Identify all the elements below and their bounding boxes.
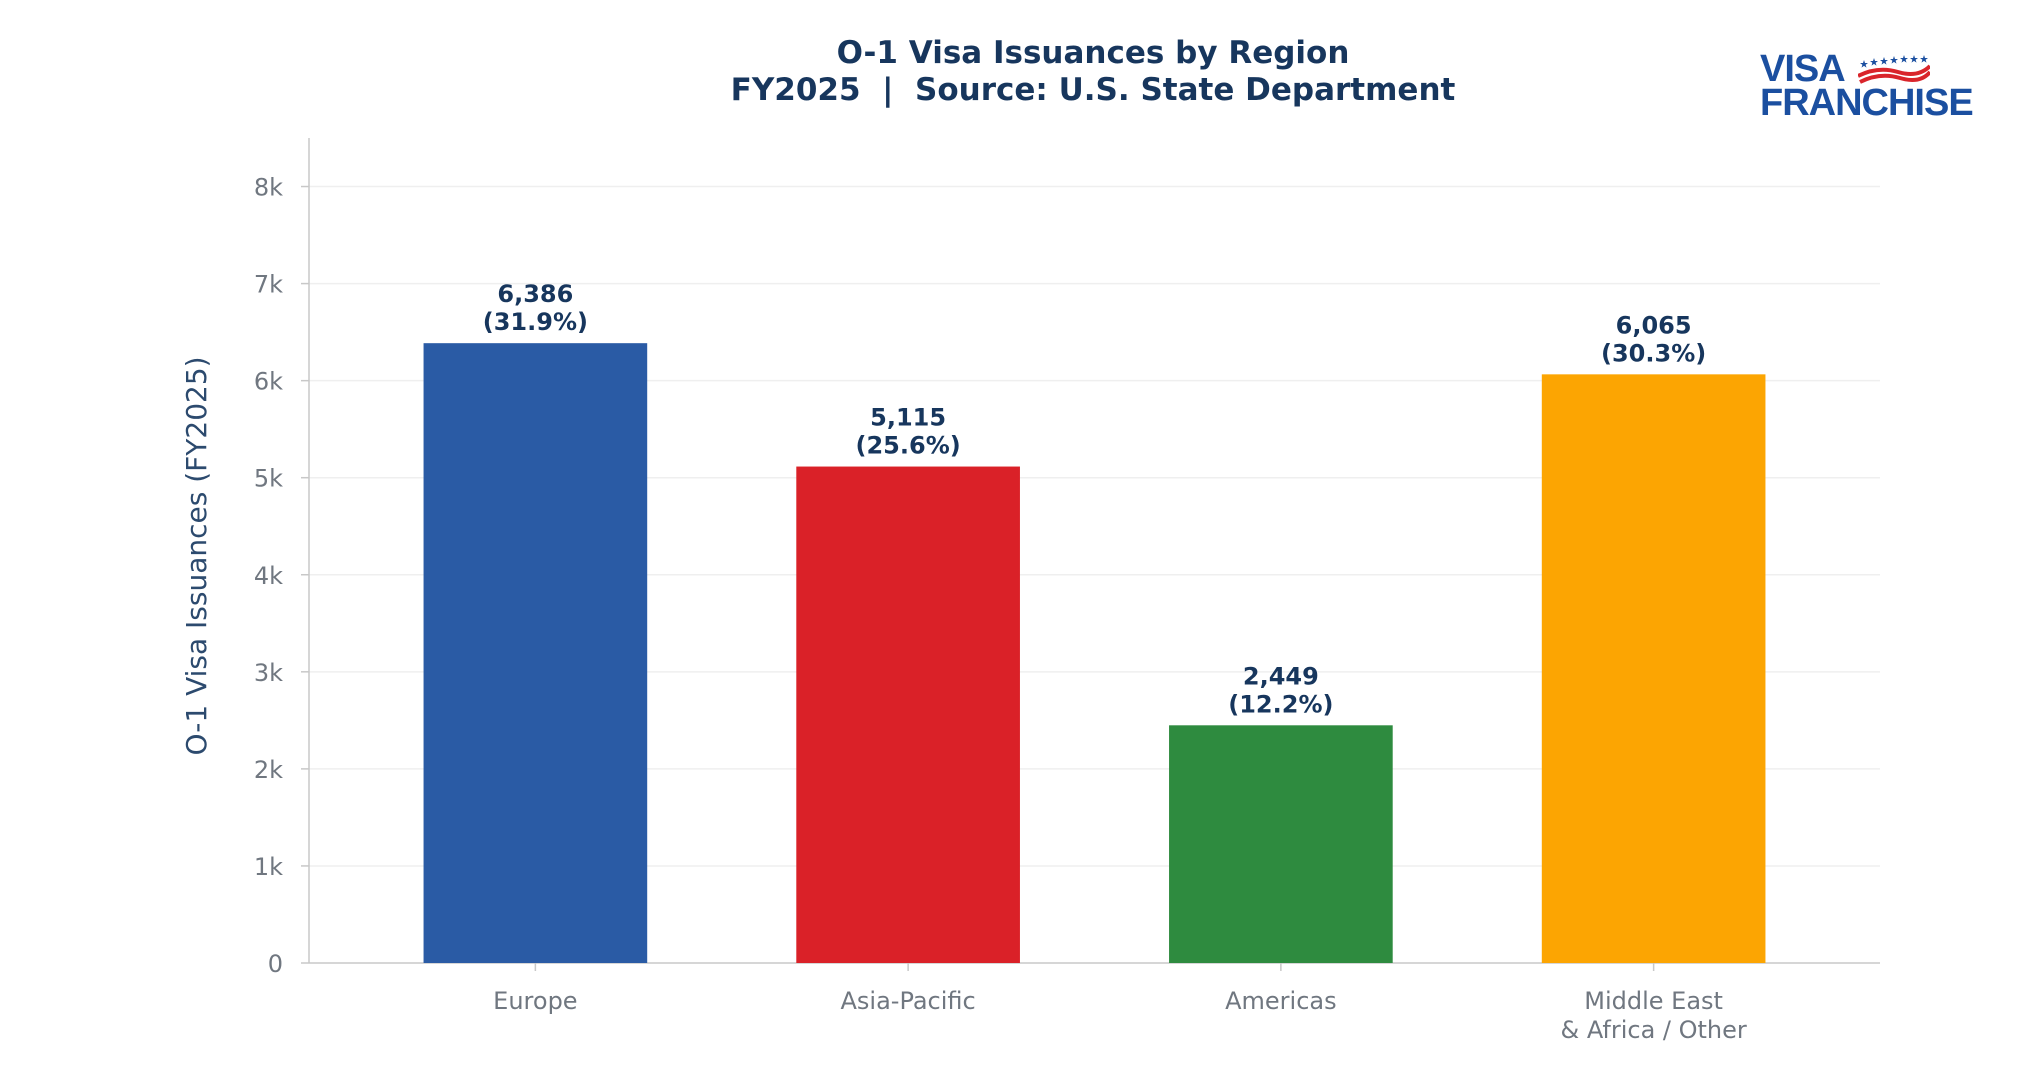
y-tick-label: 8k	[254, 174, 283, 202]
y-tick-label: 5k	[254, 465, 283, 493]
bar-value-label: 6,386	[497, 280, 573, 308]
x-tick-label: Asia-Pacific	[841, 987, 976, 1015]
logo-text-visa: VISA	[1760, 48, 1846, 90]
chart-subtitle: FY2025 | Source: U.S. State Department	[731, 72, 1456, 108]
bar	[1541, 374, 1766, 963]
y-tick-label: 0	[268, 950, 283, 978]
logo-text-franchise: FRANCHISE	[1760, 82, 1974, 124]
bar	[1169, 725, 1393, 963]
x-tick-label: & Africa / Other	[1560, 1016, 1746, 1044]
axes: 0 1k 2k 3k 4k 5k 6k 7k 8k Europe Asia-Pacific Ameri…	[254, 138, 1880, 1044]
bar-percent-label: (31.9%)	[483, 308, 588, 336]
bar-labels: 6,386(31.9%) 5,115(25.6%) 2,449(12.2%) 6,06…	[483, 280, 1706, 718]
y-tick-label: 7k	[254, 271, 283, 299]
visa-franchise-logo: VISA FRANCHISE	[1760, 48, 1974, 126]
y-tick-label: 3k	[254, 659, 283, 687]
bar-value-label: 6,065	[1616, 311, 1692, 339]
bar	[423, 343, 648, 963]
bar	[796, 466, 1020, 963]
bar-percent-label: (12.2%)	[1228, 690, 1333, 718]
y-tick-label: 2k	[254, 756, 283, 784]
bar-value-label: 5,115	[870, 404, 946, 432]
x-tick-label: Europe	[493, 987, 577, 1015]
y-tick-label: 1k	[254, 853, 283, 881]
y-tick-label: 4k	[254, 562, 283, 590]
bars	[423, 343, 1766, 963]
chart-title: O-1 Visa Issuances by Region	[837, 35, 1350, 71]
bar-percent-label: (30.3%)	[1601, 339, 1706, 367]
y-axis-label: O-1 Visa Issuances (FY2025)	[180, 356, 213, 755]
x-tick-label: Americas	[1225, 987, 1337, 1015]
bar-value-label: 2,449	[1243, 662, 1319, 690]
x-tick-label: Middle East	[1584, 987, 1723, 1015]
flag-icon	[1858, 55, 1930, 84]
y-tick-label: 6k	[254, 368, 283, 396]
bar-percent-label: (25.6%)	[856, 432, 961, 460]
